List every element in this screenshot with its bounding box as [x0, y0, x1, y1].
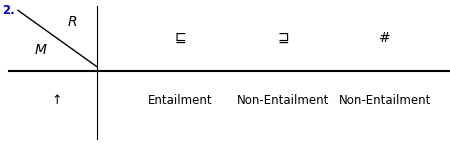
- Text: #: #: [379, 31, 391, 45]
- Text: Non-Entailment: Non-Entailment: [338, 94, 431, 107]
- Text: 2.: 2.: [2, 4, 15, 17]
- Text: ⊒: ⊒: [278, 31, 289, 45]
- Text: M: M: [35, 43, 46, 57]
- Text: ↑: ↑: [51, 94, 62, 107]
- Text: R: R: [67, 15, 77, 29]
- Text: ⊑: ⊑: [174, 31, 186, 45]
- Text: Entailment: Entailment: [148, 94, 212, 107]
- Text: Non-Entailment: Non-Entailment: [237, 94, 330, 107]
